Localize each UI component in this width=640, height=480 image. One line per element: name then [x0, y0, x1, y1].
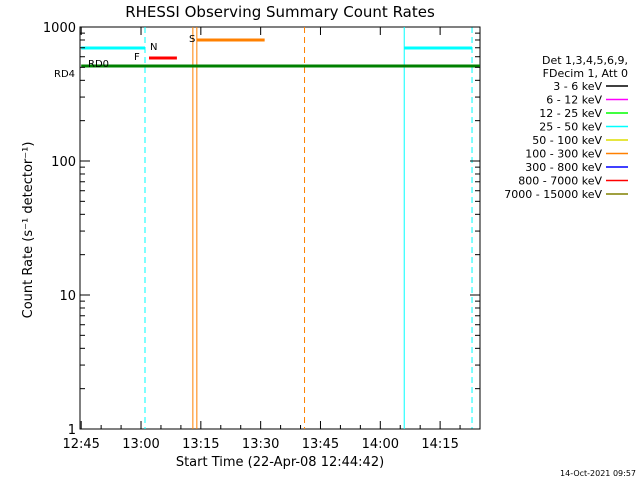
legend-label-8: 800 - 7000 keV	[518, 175, 602, 188]
flag-label-4: RD0	[88, 59, 109, 70]
legend-header-line-1: Det 1,3,4,5,6,9,	[542, 54, 628, 67]
x-tick-label-1: 12:45	[62, 437, 99, 452]
flag-label-5: RD4	[54, 69, 75, 80]
y-tick-label-3: 100	[51, 155, 76, 170]
legend-label-5: 50 - 100 keV	[532, 134, 602, 147]
legend-header-line-2: FDecim 1, Att 0	[543, 67, 628, 80]
y-tick-label-4: 1000	[43, 21, 76, 36]
x-tick-label-6: 14:00	[362, 437, 399, 452]
x-tick-label-2: 13:00	[122, 437, 159, 452]
legend-label-1: 3 - 6 keV	[553, 80, 602, 93]
flag-label-2: F	[134, 52, 140, 63]
x-axis-label: Start Time (22-Apr-08 12:44:42)	[176, 455, 384, 470]
y-tick-label-1: 1	[68, 423, 76, 438]
legend-label-2: 6 - 12 keV	[546, 94, 602, 107]
vertical-markers	[144, 27, 473, 429]
timestamp-label: 14-Oct-2021 09:57	[560, 469, 636, 478]
chart-title: RHESSI Observing Summary Count Rates	[125, 3, 435, 21]
axes: 12:45 13:00 13:15 13:30 13:45 14:00 14:15 1 10 10…	[43, 21, 480, 452]
legend-label-7: 300 - 800 keV	[525, 161, 602, 174]
x-tick-label-5: 13:45	[302, 437, 339, 452]
legend-label-9: 7000 - 15000 keV	[504, 188, 602, 201]
x-tick-label-7: 14:15	[421, 437, 458, 452]
legend-label-6: 100 - 300 keV	[525, 148, 602, 161]
flag-label-3: S	[189, 34, 195, 45]
x-tick-label-3: 13:15	[182, 437, 219, 452]
plot-area	[79, 26, 481, 430]
flag-bars: NF S RD0 RD4	[54, 34, 480, 80]
legend-label-3: 12 - 25 keV	[539, 107, 602, 120]
x-tick-label-4: 13:30	[242, 437, 279, 452]
y-axis-label: Count Rate (s⁻¹ detector⁻¹)	[21, 142, 36, 319]
y-tick-label-2: 10	[59, 289, 76, 304]
flag-label-1: N	[150, 42, 157, 53]
legend-label-4: 25 - 50 keV	[539, 121, 602, 134]
